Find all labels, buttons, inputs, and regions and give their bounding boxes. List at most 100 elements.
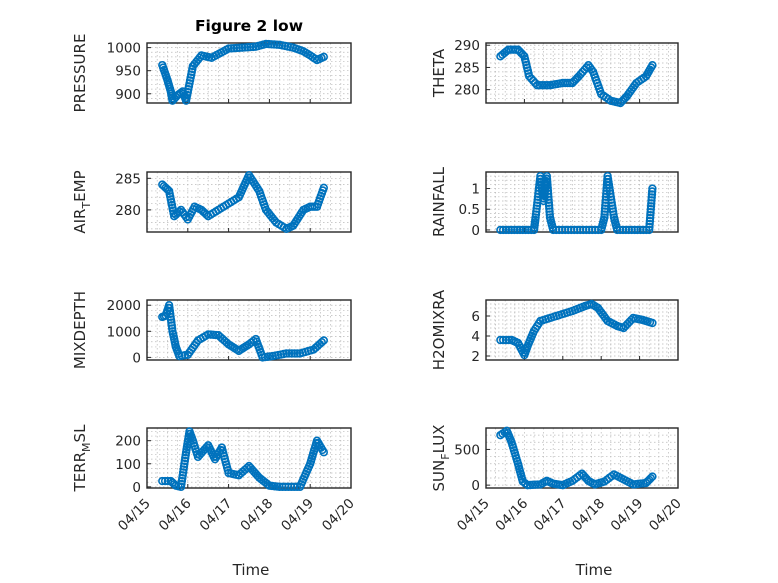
axes-frame bbox=[485, 171, 679, 233]
x-tick-label: 04/18 bbox=[569, 496, 608, 535]
y-tick-label: 0 bbox=[132, 350, 141, 366]
data-point bbox=[163, 185, 172, 194]
data-point bbox=[521, 225, 530, 235]
data-point bbox=[648, 184, 657, 193]
data-point bbox=[543, 81, 552, 90]
x-tick-label: 04/15 bbox=[115, 496, 154, 535]
data-point bbox=[621, 225, 631, 235]
data-point bbox=[648, 61, 657, 70]
data-point bbox=[284, 482, 293, 492]
data-point bbox=[269, 40, 279, 49]
y-tick-label: 0 bbox=[471, 223, 480, 239]
x-tick-label: 04/19 bbox=[608, 496, 647, 535]
y-axis-label: RAINFALL bbox=[430, 166, 448, 237]
y-axis-label: MIXDEPTH bbox=[71, 291, 89, 369]
data-point bbox=[615, 225, 625, 235]
axes-frame bbox=[485, 427, 679, 489]
data-point bbox=[530, 78, 540, 88]
data-point bbox=[532, 204, 541, 213]
data-point bbox=[544, 198, 554, 207]
data-point bbox=[540, 81, 550, 90]
y-tick-label: 100 bbox=[115, 457, 141, 473]
data-point bbox=[263, 479, 272, 489]
data-point bbox=[518, 50, 527, 59]
data-point bbox=[646, 210, 655, 220]
y-tick-label: 950 bbox=[115, 64, 141, 80]
axes-frame bbox=[485, 42, 679, 104]
data-point bbox=[647, 187, 657, 196]
data-point bbox=[281, 482, 290, 492]
data-point bbox=[293, 349, 302, 358]
y-tick-label: 290 bbox=[454, 38, 480, 54]
y-axis-label: H2OMIXRA bbox=[430, 289, 448, 370]
data-point bbox=[499, 225, 508, 235]
data-point bbox=[630, 225, 639, 235]
data-point bbox=[645, 219, 654, 229]
x-axis-label-right: Time bbox=[575, 561, 613, 579]
y-tick-label: 4 bbox=[471, 329, 480, 345]
subplot-2: 280 285 290 THETA bbox=[430, 38, 679, 108]
y-tick-label: 285 bbox=[115, 171, 141, 187]
data-point bbox=[542, 174, 552, 184]
y-tick-label: 200 bbox=[115, 434, 141, 450]
x-tick-label: 04/15 bbox=[454, 496, 493, 535]
data-point bbox=[648, 472, 657, 481]
data-point bbox=[319, 183, 328, 192]
data-point bbox=[272, 40, 282, 49]
data-point bbox=[633, 225, 642, 235]
data-point bbox=[158, 476, 167, 486]
axes-frame bbox=[146, 427, 352, 489]
data-point bbox=[496, 225, 505, 235]
data-point bbox=[319, 448, 328, 457]
data-point bbox=[612, 225, 622, 235]
data-point bbox=[240, 43, 250, 52]
data-point bbox=[317, 338, 326, 347]
data-point bbox=[646, 207, 655, 217]
data-point bbox=[290, 349, 299, 358]
y-axis-label: THETA bbox=[430, 48, 448, 98]
data-point bbox=[227, 44, 236, 53]
y-tick-label: 2000 bbox=[107, 298, 141, 314]
x-tick-label: 04/19 bbox=[278, 496, 317, 535]
data-point bbox=[542, 171, 551, 181]
data-point bbox=[645, 216, 655, 226]
data-point bbox=[543, 186, 553, 196]
subplot-7: 0 100 200 TERRMSL 04/15 04/16 04/17 04/18 04/19 0… bbox=[71, 424, 358, 534]
data-point bbox=[319, 52, 328, 62]
data-point bbox=[531, 213, 540, 222]
x-tick-label: 04/17 bbox=[197, 496, 236, 535]
y-axis-label: TERRMSL bbox=[71, 424, 93, 493]
data-point bbox=[160, 476, 170, 486]
y-tick-label: 2 bbox=[471, 349, 480, 365]
figure-title: Figure 2 low bbox=[195, 17, 303, 35]
y-tick-label: 6 bbox=[471, 309, 480, 325]
data-point bbox=[248, 42, 258, 52]
y-tick-label: 0 bbox=[132, 480, 141, 496]
subplot-5: 0 1000 2000 MIXDEPTH bbox=[71, 291, 352, 369]
x-tick-label: 04/17 bbox=[531, 496, 570, 535]
data-point bbox=[543, 180, 552, 190]
y-tick-label: 280 bbox=[454, 83, 480, 99]
data-point bbox=[264, 39, 273, 49]
data-point bbox=[532, 81, 542, 90]
data-point bbox=[544, 201, 554, 210]
axes-frame bbox=[146, 42, 352, 104]
data-point bbox=[600, 210, 609, 219]
data-point bbox=[600, 213, 609, 222]
data-point bbox=[496, 335, 505, 345]
data-point bbox=[499, 335, 508, 345]
data-point bbox=[543, 177, 552, 187]
subplot-3: 280 285 AIRTEMP bbox=[71, 170, 352, 234]
data-point bbox=[545, 207, 554, 216]
data-point bbox=[531, 210, 541, 219]
data-point bbox=[532, 207, 541, 216]
data-point bbox=[624, 225, 634, 235]
data-point bbox=[504, 225, 513, 235]
data-point bbox=[535, 81, 544, 90]
axes-frame bbox=[146, 299, 352, 361]
data-point bbox=[545, 204, 554, 213]
x-tick-label: 04/20 bbox=[646, 496, 685, 535]
data-point bbox=[232, 43, 241, 53]
